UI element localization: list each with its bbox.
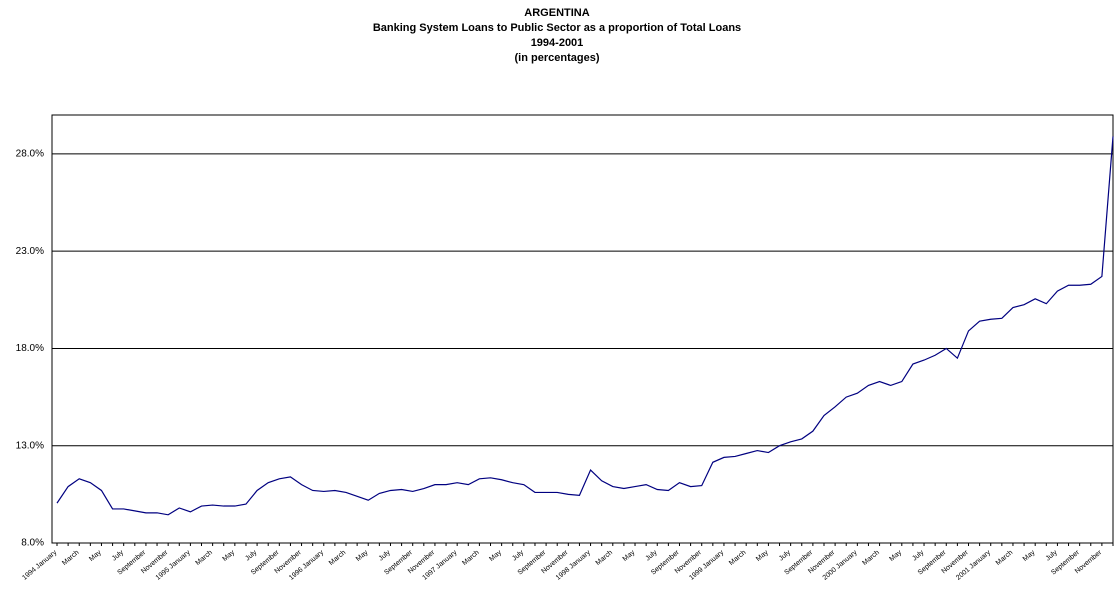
y-tick-label: 13.0% (16, 440, 44, 451)
x-tick-label: May (222, 549, 237, 563)
x-tick-label: March (595, 549, 614, 567)
x-tick-label: 1994 January (21, 549, 58, 582)
x-tick-label: March (861, 549, 880, 567)
x-tick-label: July (111, 549, 125, 563)
chart-title: 1994-2001 (531, 37, 584, 49)
x-tick-label: July (1045, 549, 1059, 563)
y-tick-label: 18.0% (16, 343, 44, 354)
x-tick-label: July (778, 549, 792, 563)
x-tick-label: May (888, 549, 903, 563)
x-tick-label: July (244, 549, 258, 563)
x-tick-label: May (622, 549, 637, 563)
x-tick-label: March (995, 549, 1014, 567)
chart-title: Banking System Loans to Public Sector as… (373, 22, 741, 34)
x-tick-label: July (911, 549, 925, 563)
x-tick-label: July (378, 549, 392, 563)
y-tick-label: 23.0% (16, 246, 44, 257)
chart-title: ARGENTINA (524, 7, 589, 19)
x-tick-label: May (1022, 549, 1037, 563)
x-tick-label: March (728, 549, 747, 567)
x-tick-label: March (195, 549, 214, 567)
chart-title: (in percentages) (515, 52, 600, 64)
y-tick-label: 8.0% (21, 538, 44, 549)
x-tick-label: May (88, 549, 103, 563)
x-tick-label: May (755, 549, 770, 563)
line (56, 136, 1114, 516)
x-tick-label: March (461, 549, 480, 567)
x-tick-label: July (644, 549, 658, 563)
x-tick-label: July (511, 549, 525, 563)
x-tick-label: March (328, 549, 347, 567)
x-tick-label: May (355, 549, 370, 563)
x-tick-label: March (61, 549, 80, 567)
plot-frame (51, 114, 1114, 544)
x-tick-label: May (488, 549, 503, 563)
y-tick-label: 28.0% (16, 149, 44, 160)
